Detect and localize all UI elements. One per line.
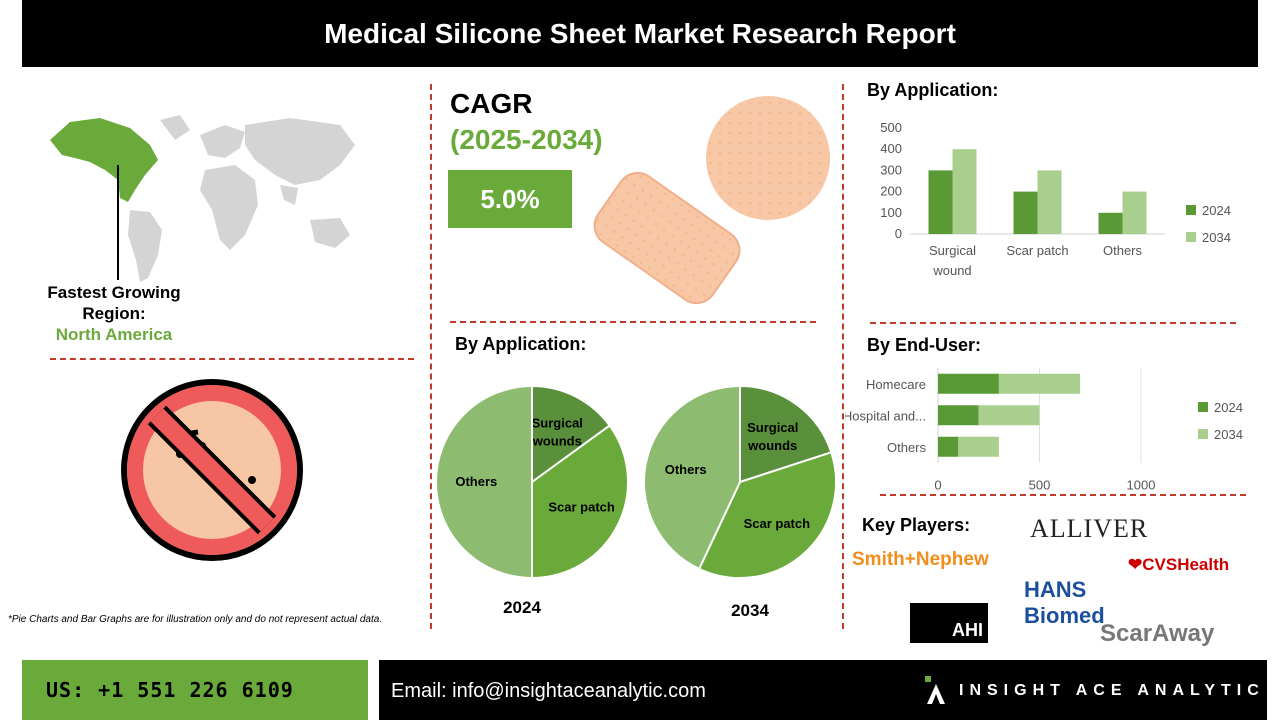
bar-2024-1	[1013, 191, 1038, 234]
pie-label: Others	[665, 462, 707, 477]
divider-h2	[450, 321, 816, 323]
pie-2024-label: 2024	[503, 598, 541, 617]
y-tick-label: Others	[887, 440, 927, 455]
y-tick-label: Homecare	[866, 377, 926, 392]
bar-2024-0	[928, 170, 953, 234]
x-tick-label: 0	[934, 478, 941, 493]
footer-brand: INSIGHT ACE ANALYTIC	[959, 682, 1265, 699]
legend-label-2024: 2024	[1214, 400, 1243, 415]
pie-label: Scar patch	[548, 499, 615, 514]
world-map-icon	[50, 115, 355, 282]
divider-h1	[50, 358, 414, 360]
cagr-period: (2025-2034)	[450, 124, 603, 155]
x-tick-label: Others	[1103, 243, 1143, 258]
pie-label: Others	[455, 474, 497, 489]
pie-2034-label: 2034	[731, 601, 769, 620]
pie-slice-0	[531, 384, 612, 484]
bar-2034-2	[1122, 191, 1147, 234]
logo-scaraway: ScarAway	[1100, 620, 1215, 647]
legend-label-2034: 2034	[1202, 230, 1231, 245]
cagr-title: CAGR	[450, 88, 533, 119]
logo-hans-biomed: HANS Biomed	[1024, 577, 1105, 628]
no-bandage-icon	[121, 379, 303, 561]
hbar-2024-0	[938, 373, 999, 394]
silicone-sheet-icon	[593, 96, 830, 305]
y-tick-label: 0	[895, 226, 902, 241]
key-players-title: Key Players:	[862, 515, 971, 535]
pie-label: Surgical	[747, 420, 798, 435]
x-tick-label: Surgical	[929, 243, 976, 258]
hbar-2024-1	[938, 405, 979, 426]
page-title: Medical Silicone Sheet Market Research R…	[22, 0, 1258, 67]
hbar-2034-0	[998, 373, 1081, 394]
legend-label-2034: 2034	[1214, 427, 1243, 442]
pie-label: Scar patch	[744, 516, 811, 531]
hbar-2034-1	[978, 405, 1040, 426]
x-tick-label: wound	[932, 263, 971, 278]
logo-ahi: AHI	[910, 603, 988, 643]
pie-label: wounds	[747, 438, 797, 453]
bar-2034-1	[1037, 170, 1062, 234]
insightace-logo-icon	[925, 676, 945, 704]
pie-label: Surgical	[532, 415, 583, 430]
enduser-bar-chart: 0 500 1000 Homecare Hospital and... Others 202…	[845, 368, 1243, 493]
hbar-2024-2	[938, 436, 959, 457]
legend-swatch-2024	[1186, 205, 1196, 215]
cvs-health-text: CVSHealth	[1142, 555, 1230, 574]
x-tick-label: 500	[1029, 478, 1051, 493]
app-pie-title: By Application:	[455, 334, 587, 354]
app-bar-title: By Application:	[867, 80, 999, 100]
footer-bar: Email: info@insightaceanalytic.com INSIG…	[379, 660, 1267, 720]
map-pointer-line	[117, 165, 119, 280]
divider-left	[430, 84, 432, 629]
pie-slice-2	[435, 384, 533, 580]
legend-swatch-2034	[1186, 232, 1196, 242]
pie-slice-1	[697, 451, 837, 579]
divider-h4	[880, 494, 1246, 496]
pie-slice-0	[739, 384, 833, 484]
hbar-2034-2	[958, 436, 999, 457]
logo-smith-nephew: Smith+Nephew	[852, 549, 989, 570]
region-label: Fastest Growing Region:	[47, 283, 181, 323]
pie-chart-2034: Surgical wounds Scar patch Others	[643, 384, 837, 579]
region-value: North America	[55, 325, 173, 344]
pie-chart-2024: Surgical wounds Scar patch Others	[435, 384, 629, 580]
footer-email[interactable]: Email: info@insightaceanalytic.com	[391, 680, 706, 702]
application-bar-chart: 0 100 200 300 400 500 Surgical wound Scar patch O…	[880, 120, 1231, 278]
heart-icon: ❤	[1128, 555, 1143, 574]
pie-label: wounds	[532, 433, 582, 448]
x-tick-label: Scar patch	[1006, 243, 1068, 258]
pie-slice-2	[643, 384, 741, 571]
divider-right	[842, 84, 844, 629]
y-tick-label: 300	[880, 162, 902, 177]
bar-2034-0	[952, 149, 977, 234]
footer-phone[interactable]: US: +1 551 226 6109	[22, 660, 368, 720]
enduser-title: By End-User:	[867, 335, 982, 355]
y-tick-label: 200	[880, 184, 902, 199]
disclaimer: *Pie Charts and Bar Graphs are for illus…	[8, 614, 383, 625]
divider-h3	[870, 322, 1236, 324]
y-tick-label: 500	[880, 120, 902, 135]
y-tick-label: Hospital and...	[845, 408, 926, 423]
cagr-value: 5.0%	[448, 170, 572, 228]
pie-slice-1	[531, 424, 629, 580]
y-tick-label: 400	[880, 141, 902, 156]
legend-label-2024: 2024	[1202, 203, 1231, 218]
legend-swatch-2024	[1198, 402, 1208, 412]
y-tick-label: 100	[880, 205, 902, 220]
x-tick-label: 1000	[1127, 478, 1156, 493]
legend-swatch-2034	[1198, 429, 1208, 439]
logo-cvs-health: ❤CVSHealth	[1128, 555, 1229, 575]
logo-alliver: ALLIVER	[1030, 514, 1149, 543]
bar-2024-2	[1098, 212, 1123, 234]
